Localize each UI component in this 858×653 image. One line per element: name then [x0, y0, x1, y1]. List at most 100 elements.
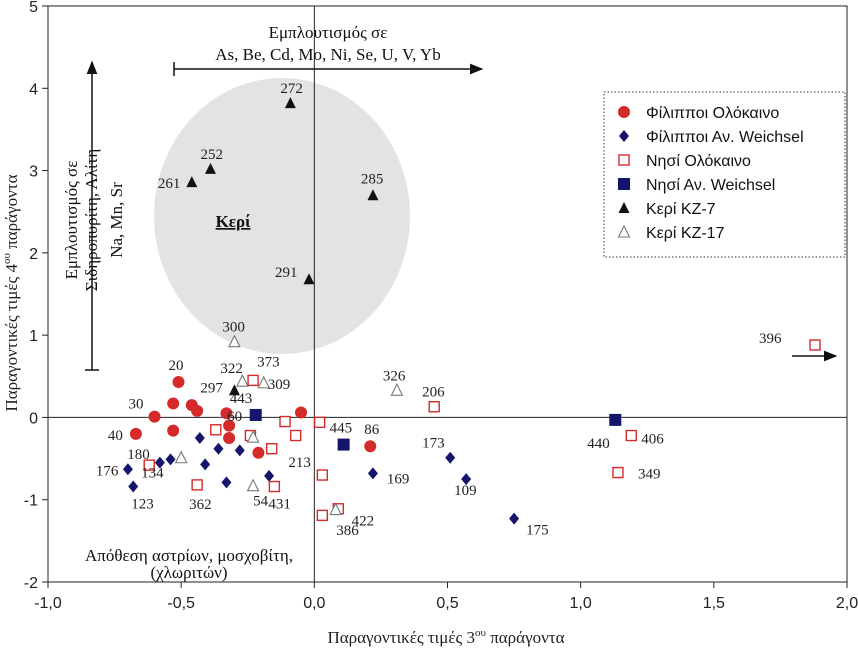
- legend-box: [603, 91, 846, 258]
- keri-kz17-point: [174, 450, 188, 464]
- island-holocene-point: [809, 339, 821, 351]
- filipoi-weichsel-point: [461, 473, 472, 486]
- point-label-431: 431: [268, 497, 291, 513]
- point-label-309: 309: [268, 377, 291, 393]
- y-tick-label: -1: [24, 493, 38, 510]
- filipoi-holocene-point: [223, 432, 236, 444]
- point-label-60: 60: [227, 409, 242, 425]
- enrichment-top-title: Εμπλουτισμός σε: [269, 23, 388, 42]
- filipoi-holocene-point: [252, 446, 265, 459]
- y-tick-label: 1: [29, 328, 38, 345]
- point-label-123: 123: [131, 497, 154, 513]
- point-label-261: 261: [158, 176, 181, 192]
- island-holocene-point: [428, 401, 440, 413]
- island-holocene-point: [316, 509, 329, 522]
- point-label-440: 440: [587, 436, 610, 452]
- enrichment-left-line1: Εμπλουτισμός σε: [62, 161, 81, 280]
- filipoi-holocene-point: [364, 440, 377, 453]
- y-tick-label: 3: [29, 164, 38, 181]
- filipoi-holocene-point: [220, 407, 233, 420]
- filipoi-holocene-point: [295, 406, 308, 419]
- point-label-297: 297: [200, 380, 223, 396]
- island-holocene-point: [618, 154, 630, 166]
- keri-kz17-point: [246, 478, 260, 492]
- keri-kz7-point: [618, 202, 630, 213]
- point-label-285: 285: [361, 171, 384, 187]
- x-tick-label: 2,0: [836, 595, 858, 612]
- keri-kz17-point: [617, 224, 631, 238]
- x-tick-label: 1,0: [570, 595, 592, 612]
- filipoi-weichsel-point: [128, 480, 139, 493]
- point-label-362: 362: [189, 497, 212, 513]
- point-label-86: 86: [364, 422, 380, 438]
- island-holocene-point: [143, 459, 155, 471]
- x-tick-label: -1,0: [34, 595, 62, 612]
- point-label-173: 173: [422, 436, 445, 452]
- filipoi-holocene-point: [167, 397, 180, 410]
- y-tick-label: 0: [29, 410, 38, 427]
- filipoi-weichsel-point: [264, 469, 275, 482]
- point-label-373: 373: [257, 354, 280, 370]
- island-weichsel-point: [609, 413, 622, 426]
- keri-kz7-point: [204, 162, 216, 174]
- point-label-322: 322: [220, 361, 243, 377]
- keri-kz7-point: [284, 97, 296, 109]
- x-tick-label: 1,5: [703, 595, 725, 612]
- filipoi-weichsel-point: [509, 512, 520, 525]
- legend-label: Κερί ΚΖ-17: [646, 225, 725, 242]
- island-holocene-point: [268, 480, 281, 493]
- filipoi-weichsel-point: [445, 451, 456, 464]
- enrichment-left-line3: Na, Mn, Sr: [107, 182, 126, 258]
- filipoi-holocene-point: [167, 424, 180, 437]
- x-tick-label: -0,5: [167, 595, 195, 612]
- filipoi-weichsel-point: [165, 453, 176, 466]
- point-label-252: 252: [200, 147, 223, 163]
- island-weichsel-point: [618, 178, 630, 190]
- x-tick-label: 0,0: [303, 595, 325, 612]
- island-holocene-point: [247, 374, 259, 387]
- filipoi-weichsel-point: [367, 467, 378, 480]
- filipoi-holocene-point: [223, 419, 236, 432]
- legend: Φίλιπποι Ολόκαινο Φίλιπποι Αν. Weichsel Νη…: [603, 91, 846, 258]
- point-label-180: 180: [127, 447, 150, 463]
- point-label-134: 134: [141, 466, 164, 482]
- y-tick-label: 5: [29, 0, 38, 16]
- point-label-30: 30: [129, 397, 144, 413]
- point-label-291: 291: [275, 265, 298, 281]
- filipoi-weichsel-point: [194, 432, 205, 444]
- island-holocene-point: [266, 442, 278, 455]
- island-holocene-point: [313, 416, 326, 429]
- filipoi-weichsel-point: [213, 442, 224, 455]
- x-tick-label: 0,5: [436, 595, 458, 612]
- point-label-54: 54: [253, 494, 269, 510]
- point-label-272: 272: [280, 81, 303, 97]
- keri-kz17-point: [329, 502, 343, 516]
- island-weichsel-point: [337, 438, 350, 451]
- legend-label: Κερί ΚΖ-7: [646, 201, 716, 218]
- deposition-note-line2: (χλωριτών): [150, 563, 227, 582]
- filipoi-weichsel-point: [234, 444, 245, 457]
- point-label-40: 40: [108, 428, 123, 444]
- point-label-326: 326: [383, 368, 406, 384]
- legend-label: Φίλιπποι Αν. Weichsel: [646, 129, 804, 146]
- filipoi-weichsel-point: [221, 476, 232, 489]
- keri-kz7-point: [303, 273, 315, 285]
- x-axis-title: Παραγοντικές τιμές 3ου παράγοντα: [327, 627, 564, 647]
- point-label-396: 396: [759, 331, 782, 347]
- filipoi-weichsel-point: [200, 458, 211, 471]
- island-holocene-point: [625, 429, 637, 442]
- filipoi-holocene-point: [618, 106, 630, 118]
- keri-kz17-point: [257, 375, 271, 389]
- point-label-169: 169: [387, 471, 410, 487]
- point-label-443: 443: [230, 391, 253, 407]
- point-label-206: 206: [422, 385, 445, 401]
- keri-kz7-point: [186, 176, 198, 188]
- point-label-300: 300: [222, 320, 245, 336]
- point-label-406: 406: [641, 432, 664, 448]
- y-tick-label: 4: [29, 81, 38, 98]
- point-label-445: 445: [330, 421, 353, 437]
- point-label-176: 176: [96, 463, 119, 479]
- island-holocene-point: [316, 469, 329, 481]
- keri-kz17-point: [390, 383, 404, 396]
